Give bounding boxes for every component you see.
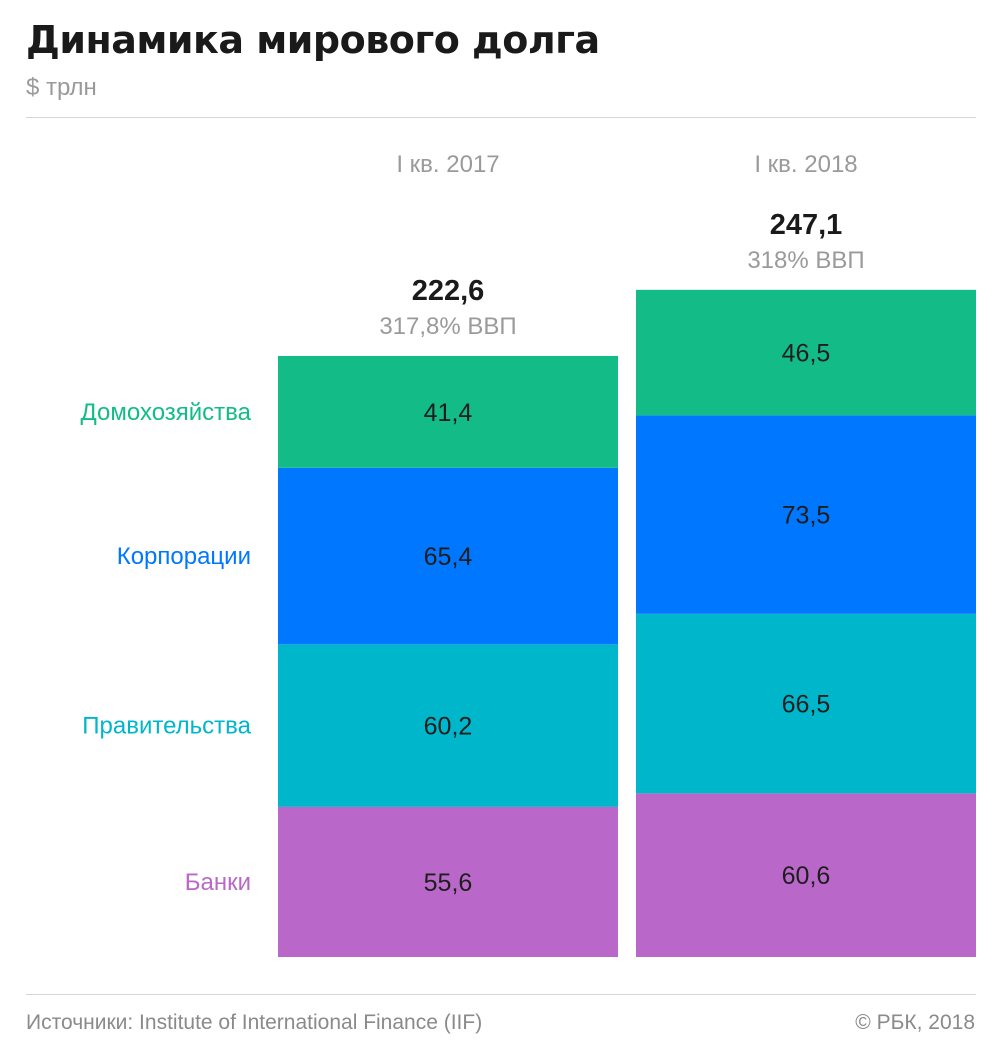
gdp-share-label: 317,8% ВВП [379, 313, 516, 340]
category-label: I кв. 2018 [754, 151, 857, 178]
segment-value-label: 55,6 [424, 869, 473, 897]
total-value-label: 222,6 [412, 275, 485, 307]
segment-value-label: 66,5 [782, 691, 831, 719]
segment-value-label: 60,6 [782, 862, 831, 890]
copyright: © РБК, 2018 [855, 1011, 975, 1034]
legend-label: Правительства [82, 713, 251, 740]
bar-segment-Домохозяйства [278, 355, 618, 468]
gdp-share-label: 318% ВВП [747, 247, 864, 274]
segment-value-label: 73,5 [782, 502, 831, 530]
bar-segment-Правительства [636, 613, 976, 794]
chart-title: Динамика мирового долга [26, 18, 600, 62]
legend-label: Корпорации [117, 543, 251, 570]
segment-value-label: 65,4 [424, 543, 473, 571]
bar-segment-Корпорации [636, 415, 976, 614]
bar-segment-Домохозяйства [636, 289, 976, 416]
top-divider [26, 117, 976, 118]
segment-value-label: 46,5 [782, 340, 831, 368]
bar-segment-Корпорации [278, 467, 618, 645]
bar-segment-Банки [636, 793, 976, 957]
segment-value-label: 60,2 [424, 713, 473, 741]
chart-units: $ трлн [26, 74, 97, 101]
bottom-divider [26, 994, 976, 995]
bar-segment-Банки [278, 806, 618, 957]
stacked-bar-chart: I кв. 2017 55,6 60,2 65,4 41,4 222,6 317,8% ВВ… [81, 151, 976, 957]
bar-segment-Правительства [278, 644, 618, 807]
segment-value-label: 41,4 [424, 399, 473, 427]
legend-label: Банки [185, 869, 251, 896]
source-note: Источники: Institute of International Fi… [26, 1011, 483, 1034]
total-value-label: 247,1 [770, 209, 843, 241]
legend-label: Домохозяйства [81, 399, 252, 426]
category-label: I кв. 2017 [396, 151, 499, 178]
